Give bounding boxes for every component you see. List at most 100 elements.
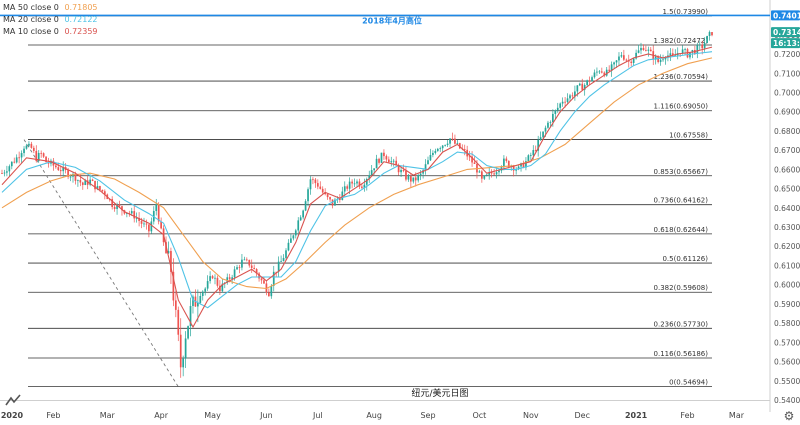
candle [42,153,45,157]
candle [493,173,495,175]
candle [57,167,60,171]
candle [214,277,216,279]
candle [32,147,35,151]
candle [517,166,520,170]
price-badge-label: 16:13:01 [773,39,800,48]
candle [241,259,243,268]
candle [387,159,390,163]
candle [620,55,623,57]
candle [353,183,356,185]
candle [419,173,422,176]
candle [576,85,579,92]
candle [402,169,405,171]
candle [383,152,385,157]
time-axis-tick-label: Mar [100,411,116,420]
candle [236,267,238,270]
candle [708,32,711,36]
candle [390,161,393,163]
ma50-line [1,57,713,290]
candle [463,149,466,150]
candle [471,156,473,163]
candle [561,101,564,104]
candle [370,170,373,176]
candle [711,32,713,36]
candle [260,278,263,281]
candle [25,145,28,149]
candle [79,180,82,183]
candle [324,192,327,195]
candle [10,161,13,167]
candle [294,230,297,236]
candle [583,85,586,90]
candle [481,171,483,179]
fibonacci-label: 0.116(0.56186) [654,350,709,358]
candle [59,170,62,172]
gear-icon[interactable]: ⚙ [783,409,795,423]
candle [348,181,351,189]
candle [640,47,642,51]
candle [637,50,640,53]
time-axis-tick-label: Feb [46,411,60,420]
time-axis-tick-label: Sep [420,411,435,420]
candle [245,259,248,261]
fibonacci-label: 0.236(0.57730) [654,320,709,328]
time-axis-tick-label: Apr [154,411,169,420]
candle [89,179,91,185]
candle [1,173,3,175]
candle [605,69,608,76]
candle [272,271,275,286]
tradingview-logo-icon[interactable] [5,393,21,407]
candle [468,156,471,158]
candle [412,177,415,182]
candle [326,194,329,198]
candle [238,267,241,268]
candle [647,49,650,51]
candle [645,49,647,51]
candle [204,288,207,292]
candle [625,59,628,61]
candle [427,160,429,165]
candle [529,155,532,156]
candle [405,170,407,180]
candle [669,53,672,56]
candle [608,69,611,71]
candle [45,156,47,163]
fibonacci-label: 1.5(0.73990) [662,8,708,16]
candle [681,49,684,54]
candle [373,168,375,171]
candle [444,144,446,146]
candle [537,139,540,151]
candle [507,160,510,168]
candle [174,300,177,310]
candle [248,259,251,266]
candle [184,338,187,359]
candle [542,131,544,138]
candle [632,58,635,63]
candle [618,56,620,61]
candle [380,152,383,163]
candle [167,251,170,254]
candle [698,44,701,46]
candle [304,201,307,211]
candle [671,53,674,56]
candle [96,186,99,190]
fibonacci-label: 1(0.67558) [669,131,708,139]
candle [228,277,231,279]
candle [596,71,598,73]
candle [101,189,104,192]
candle [143,223,145,225]
ma-legend-row: MA 20 close 0 0.72122 [3,14,98,26]
candle [277,261,280,272]
candle [37,152,40,162]
candle [118,204,121,207]
candle [243,259,246,261]
